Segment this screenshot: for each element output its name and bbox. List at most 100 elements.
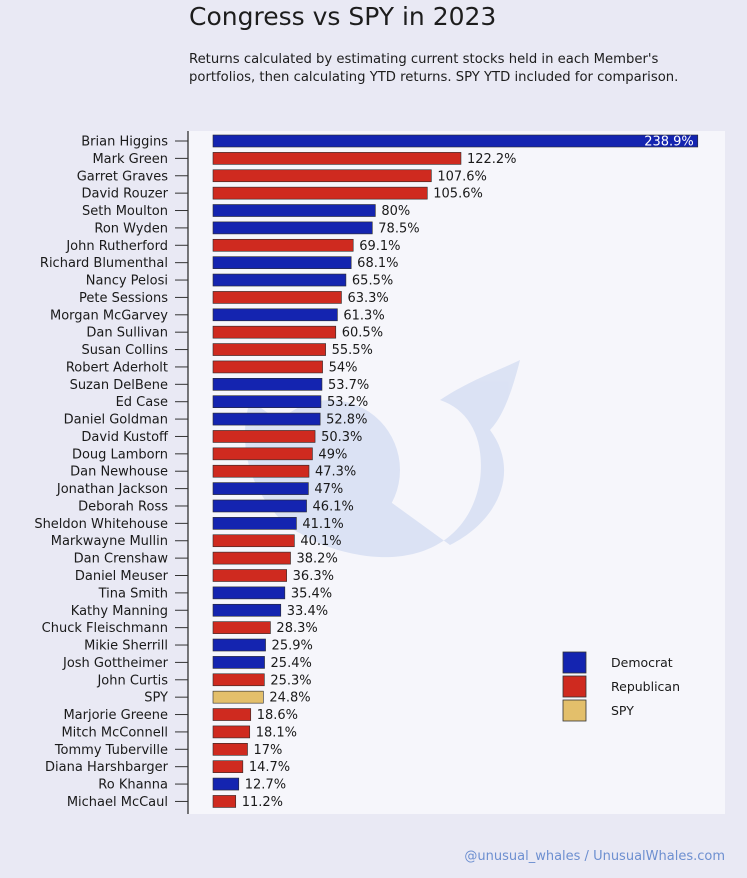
bar (212, 343, 326, 356)
bar (212, 308, 338, 322)
bar (212, 760, 244, 773)
data-label: 35.4% (291, 586, 332, 601)
data-label: 25.3% (270, 673, 311, 688)
category-label: Suzan DelBene (70, 378, 168, 393)
data-label: 18.1% (256, 725, 297, 740)
legend-label: SPY (611, 703, 634, 718)
bar (212, 152, 462, 165)
data-label: 68.1% (357, 256, 398, 271)
category-label: Kathy Manning (71, 604, 168, 619)
bar (212, 221, 373, 235)
data-label: 49% (318, 447, 347, 462)
bar (212, 447, 313, 461)
bar (212, 412, 321, 426)
data-label: 18.6% (257, 708, 298, 723)
data-label: 38.2% (297, 552, 338, 567)
bar (212, 656, 265, 669)
bar (212, 430, 316, 443)
category-label: Daniel Meuser (75, 569, 169, 584)
data-label: 40.1% (300, 534, 341, 549)
bar (212, 325, 337, 339)
category-label: Mitch McConnell (61, 725, 168, 740)
bar (212, 586, 286, 600)
legend-swatch (562, 699, 587, 722)
category-label: Ed Case (116, 395, 168, 410)
data-label: 33.4% (287, 604, 328, 619)
category-label: John Curtis (96, 673, 168, 688)
category-label: Nancy Pelosi (86, 274, 168, 289)
data-label: 11.2% (242, 795, 283, 810)
bar (212, 291, 342, 304)
bar (212, 673, 265, 687)
category-label: Tommy Tuberville (54, 743, 168, 758)
data-label: 61.3% (343, 308, 384, 323)
chart-title: Congress vs SPY in 2023 (189, 2, 497, 31)
data-label: 25.4% (271, 656, 312, 671)
bar (212, 378, 323, 391)
category-label: Jonathan Jackson (56, 482, 168, 497)
category-label: Markwayne Mullin (51, 534, 168, 549)
bar (212, 464, 310, 478)
bar (212, 134, 699, 148)
legend: Democrat Republican SPY (562, 651, 680, 722)
category-label: Dan Newhouse (70, 465, 168, 480)
bar (212, 395, 322, 409)
category-label: Richard Blumenthal (40, 256, 168, 271)
category-label: SPY (144, 691, 168, 706)
category-label: Robert Aderholt (66, 360, 168, 375)
category-label: Ron Wyden (94, 221, 168, 236)
category-label: David Rouzer (82, 187, 169, 202)
legend-label: Republican (611, 679, 680, 694)
category-label: Marjorie Greene (63, 708, 168, 723)
data-label: 25.9% (272, 639, 313, 654)
category-label: Josh Gottheimer (62, 656, 169, 671)
data-label: 53.2% (327, 395, 368, 410)
category-label: Mark Green (92, 152, 168, 167)
category-label: Dan Sullivan (86, 326, 168, 341)
bar (212, 690, 264, 704)
category-label: Susan Collins (82, 343, 169, 358)
bar (212, 186, 428, 200)
bar (212, 551, 291, 565)
data-label: 17% (253, 743, 282, 758)
data-label: 54% (329, 360, 358, 375)
data-label: 80% (381, 204, 410, 219)
legend-swatch (562, 675, 587, 698)
bar (212, 238, 354, 252)
bar (212, 708, 252, 721)
bar (212, 517, 297, 530)
data-label: 69.1% (359, 239, 400, 254)
category-label: Tina Smith (98, 586, 168, 601)
category-label: Michael McCaul (67, 795, 168, 810)
bar (212, 169, 432, 183)
legend-swatch (562, 651, 587, 674)
bar (212, 725, 251, 739)
category-label: Mikie Sherrill (84, 639, 168, 654)
bar (212, 777, 240, 791)
data-label: 65.5% (352, 274, 393, 289)
data-label: 28.3% (276, 621, 317, 636)
category-label: Doug Lamborn (72, 447, 168, 462)
bar (212, 534, 295, 548)
bar (212, 499, 307, 513)
bar (212, 256, 352, 269)
category-label: Daniel Goldman (64, 413, 168, 428)
data-label: 105.6% (433, 187, 483, 202)
chart-subtitle: Returns calculated by estimating current… (189, 52, 679, 85)
category-label: Dan Crenshaw (74, 552, 169, 567)
bar (212, 603, 282, 617)
bars-group: Brian Higgins 238.9% Mark Green 122.2% Garre… (34, 134, 699, 810)
bar (212, 621, 271, 634)
category-label: Seth Moulton (82, 204, 168, 219)
category-label: Sheldon Whitehouse (34, 517, 168, 532)
data-label: 60.5% (342, 326, 383, 341)
data-label: 107.6% (437, 169, 487, 184)
data-label: 47% (314, 482, 343, 497)
bar (212, 795, 237, 808)
data-label: 52.8% (326, 413, 367, 428)
source-credit[interactable]: @unusual_whales / UnusualWhales.com (464, 849, 725, 864)
data-label: 122.2% (467, 152, 517, 167)
legend-label: Democrat (611, 655, 673, 670)
bar (212, 482, 309, 495)
bar (212, 273, 347, 287)
